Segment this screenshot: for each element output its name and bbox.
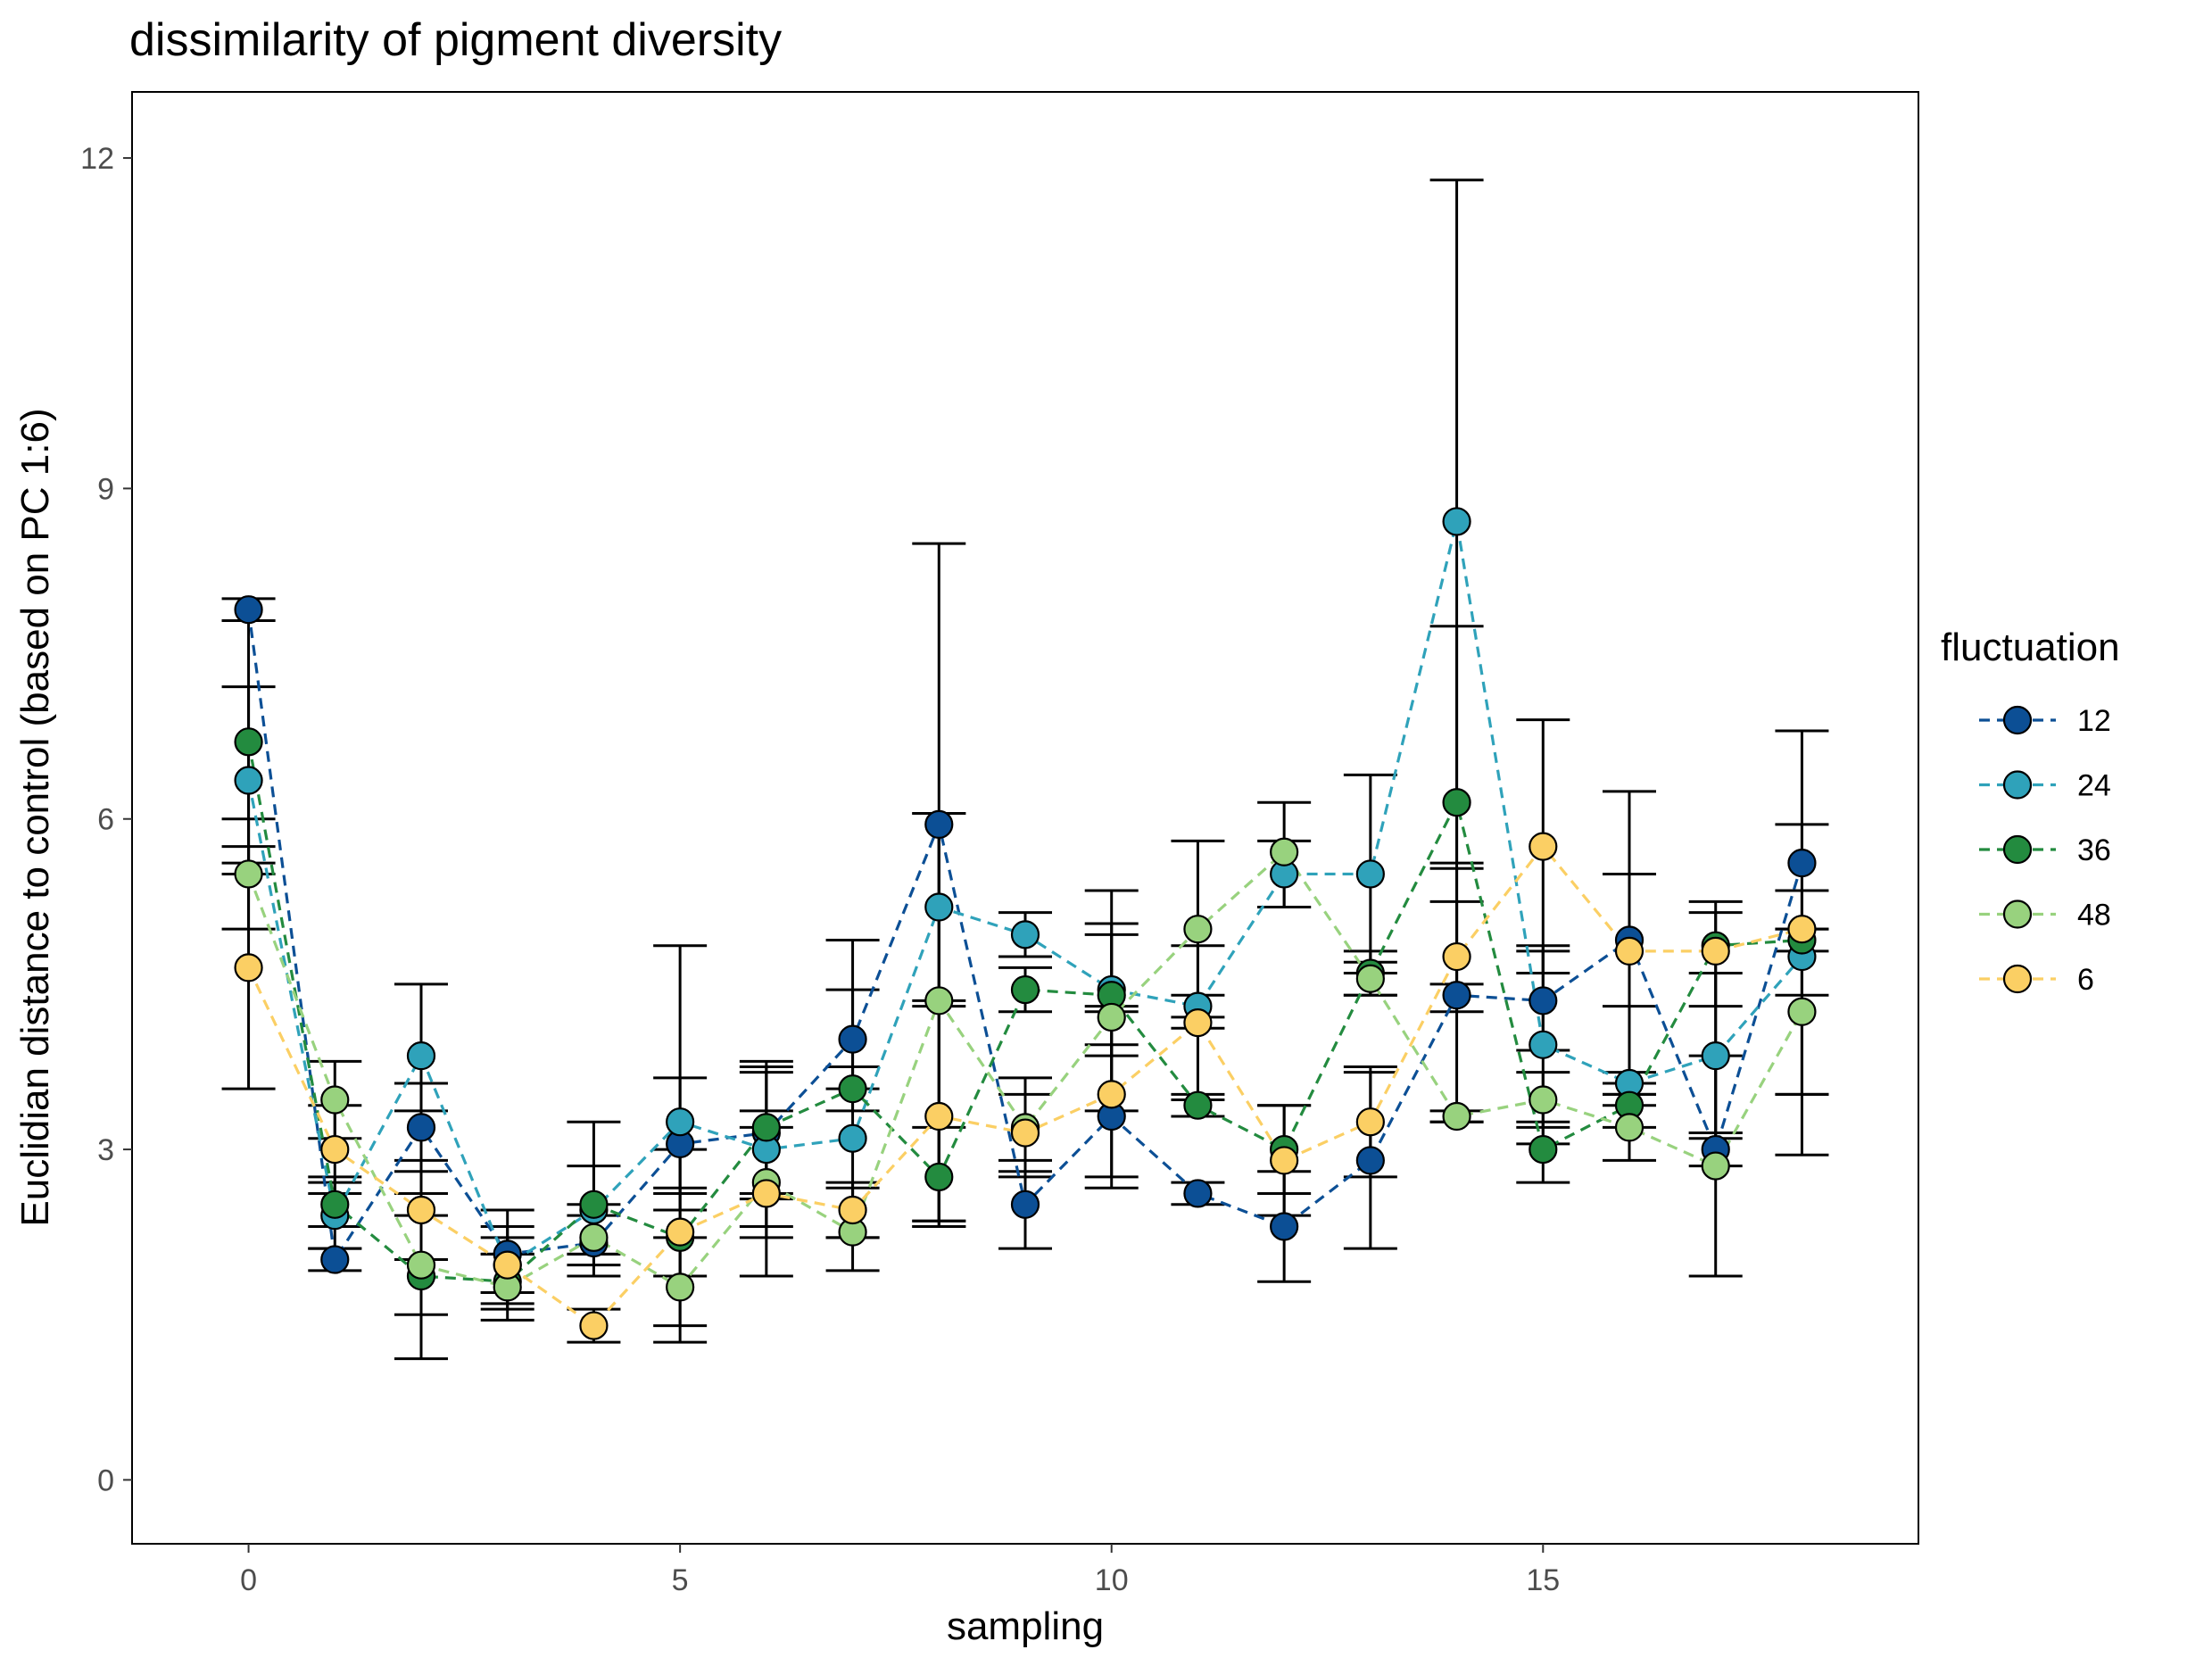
data-point-48 <box>1442 1101 1471 1132</box>
data-point-36 <box>320 1190 350 1219</box>
data-point-6 <box>579 1311 609 1340</box>
y-tick-label: 6 <box>97 803 114 837</box>
legend-label-48: 48 <box>2077 899 2111 933</box>
data-point-6 <box>666 1217 695 1247</box>
data-point-48 <box>1355 964 1385 993</box>
y-tick-label: 9 <box>97 472 114 506</box>
data-point-12 <box>1529 986 1558 1016</box>
data-point-6 <box>1529 832 1558 861</box>
legend: 12 24 36 48 6 <box>1979 704 2111 997</box>
data-point-36 <box>751 1113 781 1142</box>
legend-key-point-48 <box>2002 899 2033 929</box>
data-point-48 <box>320 1085 350 1115</box>
y-axis-title: Euclidian distance to control (based on … <box>13 408 57 1226</box>
data-point-24 <box>1442 507 1471 536</box>
data-point-6 <box>1097 1080 1126 1109</box>
x-axis-title: sampling <box>947 1604 1104 1648</box>
data-point-6 <box>493 1250 522 1280</box>
error-bars <box>221 178 1829 1361</box>
y-tick-label: 0 <box>97 1463 114 1497</box>
x-tick-label: 0 <box>240 1563 257 1597</box>
data-point-24 <box>1355 859 1385 889</box>
data-point-48 <box>1183 915 1213 944</box>
y-tick-label: 12 <box>80 142 114 176</box>
data-point-48 <box>1270 837 1299 866</box>
x-tick-label: 15 <box>1526 1563 1560 1597</box>
data-point-6 <box>1010 1118 1040 1148</box>
data-point-48 <box>579 1223 609 1252</box>
data-point-6 <box>924 1101 954 1132</box>
data-point-12 <box>1270 1212 1299 1241</box>
data-point-6 <box>406 1195 436 1225</box>
data-point-12 <box>838 1024 867 1054</box>
data-point-24 <box>406 1041 436 1071</box>
plot-area <box>221 178 1829 1361</box>
data-point-24 <box>1529 1030 1558 1059</box>
data-point-24 <box>1010 920 1040 949</box>
data-point-48 <box>406 1250 436 1280</box>
data-point-36 <box>924 1162 954 1192</box>
data-point-48 <box>1097 1002 1126 1032</box>
data-point-12 <box>924 809 954 840</box>
data-point-6 <box>1442 941 1471 972</box>
legend-key-point-24 <box>2002 770 2033 800</box>
data-point-24 <box>924 892 954 922</box>
data-point-48 <box>666 1273 695 1302</box>
legend-label-36: 36 <box>2077 833 2111 867</box>
data-point-12 <box>1010 1190 1040 1219</box>
data-point-36 <box>1442 788 1471 817</box>
legend-key-point-12 <box>2002 705 2033 735</box>
data-point-24 <box>234 766 263 795</box>
data-point-6 <box>1701 936 1730 966</box>
data-point-6 <box>1355 1107 1385 1137</box>
data-point-24 <box>666 1107 695 1137</box>
data-point-6 <box>838 1195 867 1225</box>
data-point-36 <box>1010 974 1040 1005</box>
data-point-48 <box>1614 1113 1645 1142</box>
legend-key-point-36 <box>2002 834 2033 865</box>
data-point-12 <box>234 595 263 625</box>
legend-title: fluctuation <box>1941 626 2120 669</box>
x-tick-label: 10 <box>1095 1563 1129 1597</box>
x-tick-label: 5 <box>672 1563 689 1597</box>
data-point-6 <box>1270 1146 1299 1175</box>
data-point-6 <box>1614 936 1645 966</box>
data-point-12 <box>1183 1179 1213 1208</box>
data-point-6 <box>751 1179 781 1208</box>
legend-key-point-6 <box>2002 964 2033 994</box>
data-point-36 <box>234 727 263 757</box>
series-points <box>234 507 1817 1340</box>
legend-label-12: 12 <box>2077 704 2111 738</box>
data-point-36 <box>1183 1090 1213 1120</box>
data-point-12 <box>320 1245 350 1274</box>
data-point-48 <box>1701 1151 1730 1181</box>
data-point-12 <box>406 1113 436 1142</box>
data-point-12 <box>1787 849 1817 878</box>
y-tick-label: 3 <box>97 1133 114 1167</box>
data-point-24 <box>1701 1041 1730 1071</box>
data-point-6 <box>320 1134 350 1165</box>
chart-title: dissimilarity of pigment diversity <box>129 14 782 66</box>
axes: 0 3 6 9 12 0 5 10 15 <box>80 142 1560 1597</box>
data-point-48 <box>234 859 263 889</box>
data-point-6 <box>1183 1008 1213 1038</box>
data-point-12 <box>1442 981 1471 1010</box>
data-point-48 <box>924 986 954 1016</box>
data-point-36 <box>579 1190 609 1219</box>
legend-label-24: 24 <box>2077 769 2111 803</box>
plot-panel-border <box>131 91 1919 1545</box>
data-point-24 <box>838 1123 867 1153</box>
data-point-36 <box>1529 1134 1558 1165</box>
data-point-36 <box>838 1074 867 1104</box>
data-point-12 <box>1355 1146 1385 1175</box>
data-point-48 <box>1787 997 1817 1026</box>
data-point-6 <box>1787 915 1817 944</box>
data-point-6 <box>234 953 263 982</box>
legend-label-6: 6 <box>2077 963 2094 997</box>
data-point-48 <box>1529 1085 1558 1115</box>
